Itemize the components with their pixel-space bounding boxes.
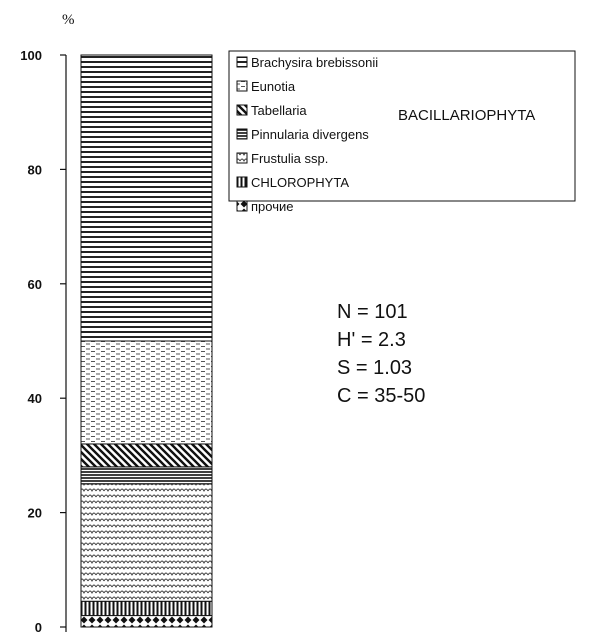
legend-group-label: BACILLARIOPHYTA: [398, 107, 535, 124]
legend: Brachysira brebissonii Eunotia Tabellaria P…: [228, 50, 576, 214]
legend-label-frustulia-ssp: Frustulia ssp.: [251, 151, 328, 166]
y-tick-label-60: 60: [28, 277, 42, 292]
bar-segment-pinnularia-divergens: [80, 466, 213, 485]
stat-line-3: S = 1.03: [337, 357, 412, 379]
stat-line-4: C = 35-50: [337, 385, 425, 407]
legend-swatch-tabellaria: [236, 104, 248, 116]
y-unit-label: %: [62, 12, 75, 28]
y-axis: 0 20 40 60 80 100: [20, 48, 67, 635]
bar-segment-frustulia-ssp: [80, 483, 213, 602]
bar-segment-tabellaria: [80, 443, 213, 468]
legend-label-eunotia: Eunotia: [251, 79, 296, 94]
y-tick-label-80: 80: [28, 162, 42, 177]
legend-swatch-прочие: [236, 200, 248, 212]
stats-block: N = 101 H' = 2.3 S = 1.03 C = 35-50: [337, 301, 425, 407]
bar-segment-eunotia: [80, 340, 213, 445]
y-tick-label-20: 20: [28, 506, 42, 521]
legend-swatch-chlorophyta: [236, 176, 248, 188]
bar-segments: [80, 54, 213, 628]
legend-label-pinnularia-divergens: Pinnularia divergens: [251, 127, 369, 142]
legend-label-brachysira-brebissonii: Brachysira brebissonii: [251, 55, 378, 70]
legend-swatch-eunotia: [236, 80, 248, 92]
legend-group-box: [228, 50, 576, 202]
legend-items: Brachysira brebissonii Eunotia Tabellaria P…: [236, 55, 378, 214]
legend-swatch-pinnularia-divergens: [236, 128, 248, 140]
bar-segment-brachysira-brebissonii: [80, 54, 213, 342]
legend-label-прочие: прочие: [251, 199, 293, 214]
y-tick-label-40: 40: [28, 391, 42, 406]
y-tick-label-100: 100: [20, 48, 42, 63]
legend-swatch-frustulia-ssp: [236, 152, 248, 164]
y-tick-label-0: 0: [35, 620, 42, 635]
legend-label-chlorophyta: CHLOROPHYTA: [251, 175, 349, 190]
bar-segment-прочие: [80, 615, 213, 628]
legend-label-tabellaria: Tabellaria: [251, 103, 307, 118]
legend-swatch-brachysira-brebissonii: [236, 56, 248, 68]
stat-line-2: H' = 2.3: [337, 329, 406, 351]
stat-line-1: N = 101: [337, 301, 408, 323]
y-ticks: 0 20 40 60 80 100: [20, 48, 66, 635]
bar-segment-chlorophyta: [80, 600, 213, 617]
